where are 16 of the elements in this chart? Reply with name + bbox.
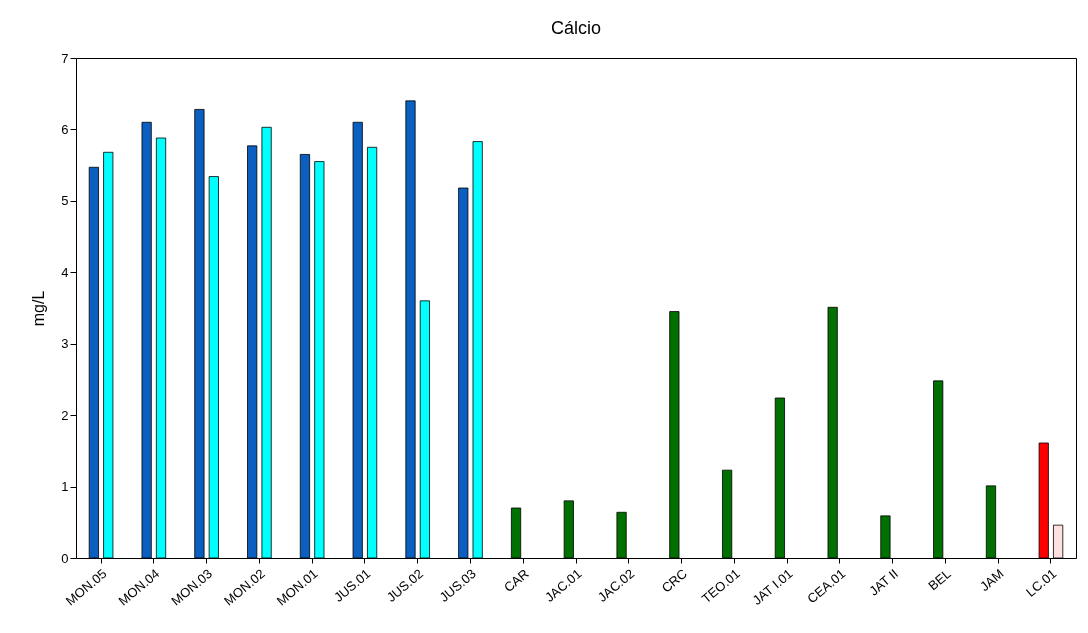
x-tick-label: CRC (658, 565, 690, 596)
y-tick-label: 3 (61, 336, 69, 352)
y-tick-label: 7 (61, 50, 69, 66)
y-tick-label: 1 (61, 479, 69, 495)
y-tick-label: 2 (61, 407, 69, 423)
y-tick-label: 5 (61, 193, 69, 209)
chart-title: Cálcio (550, 18, 602, 38)
y-tick-label: 4 (61, 264, 69, 280)
x-tick-label: CAR (500, 565, 532, 596)
y-axis-title: mg/L (30, 290, 48, 327)
y-tick-label: 6 (61, 121, 69, 137)
x-tick-label: BEL (925, 565, 954, 594)
x-tick-label: JAT I.01 (749, 565, 796, 608)
y-tick-label: 0 (61, 550, 69, 566)
x-tick-label: JAT II (866, 565, 901, 599)
x-tick-label: JAM (976, 565, 1007, 595)
